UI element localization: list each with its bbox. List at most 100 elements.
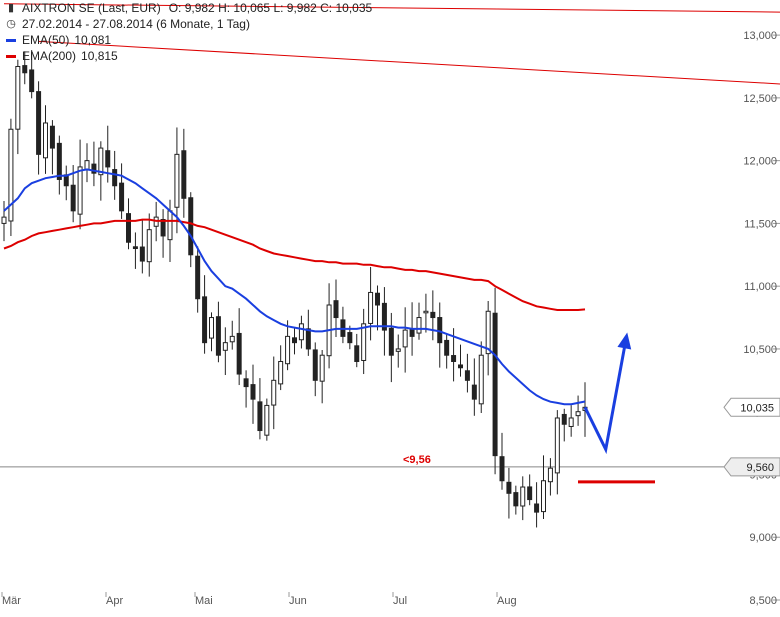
candle-body (451, 355, 457, 362)
candle (22, 51, 28, 85)
candle-body (485, 310, 491, 355)
candle-body (285, 335, 291, 365)
candle-body (575, 411, 581, 417)
forecast-arrow-head (617, 332, 632, 350)
candle (202, 275, 208, 354)
candle-body (167, 210, 173, 241)
instrument-title: AIXTRON SE (Last, EUR) (22, 1, 161, 15)
candle (575, 395, 581, 426)
candle (77, 139, 83, 230)
clock-icon: ◷ (6, 18, 16, 30)
candle-body (423, 310, 429, 314)
candle (174, 127, 180, 234)
candle (506, 467, 512, 519)
candle (271, 356, 277, 430)
candle-body (56, 142, 62, 180)
candle (541, 455, 546, 519)
candle (499, 432, 505, 490)
candle-body (8, 128, 14, 222)
candle (547, 458, 553, 496)
candle-body (278, 360, 284, 385)
candle (160, 209, 166, 258)
chart-legend: ▮ AIXTRON SE (Last, EUR) O: 9,982 H: 10,… (0, 0, 372, 64)
candle (15, 59, 21, 155)
candle (319, 350, 325, 404)
last-price-tag-text: 10,035 (740, 402, 774, 414)
candle-body (112, 169, 118, 187)
candle-body (98, 147, 104, 176)
candle (305, 309, 311, 356)
candle (8, 118, 14, 237)
candle-body (215, 316, 221, 356)
candle-body (430, 311, 436, 319)
candle-body (506, 481, 512, 494)
support-annotation: <9,56 (403, 454, 431, 466)
candle (485, 300, 491, 376)
candle-body (43, 122, 48, 159)
candle-body (347, 332, 353, 344)
candle-body (561, 413, 567, 425)
support-price-tag: 9,560 (723, 457, 780, 477)
candle (91, 141, 97, 187)
candle-body (29, 69, 35, 93)
candle-body (527, 486, 533, 501)
candle-body (547, 467, 553, 483)
ema200-line (3, 218, 586, 311)
candle-body (499, 456, 505, 482)
candle-body (229, 335, 235, 343)
candle-body (209, 317, 214, 339)
ema50-swatch (6, 38, 16, 42)
candle-body (534, 503, 540, 513)
y-tick-label: 10,500 (743, 344, 777, 356)
support-price-tag-box (723, 457, 780, 477)
candle (36, 81, 42, 175)
x-tick-label: Mai (195, 595, 213, 607)
candle (464, 353, 470, 393)
candle-body (139, 246, 145, 262)
x-tick-label: Aug (497, 595, 517, 607)
candle (368, 266, 374, 341)
candle (527, 474, 533, 506)
candle (437, 302, 443, 368)
forecast-arrow-line (583, 336, 628, 455)
candle (229, 320, 235, 350)
date-range: 27.02.2014 - 27.08.2014 (6 Monate, 1 Tag… (22, 17, 250, 31)
candle (243, 370, 249, 408)
candle (471, 358, 477, 416)
candle-body (132, 246, 138, 250)
candle-body (368, 291, 374, 324)
candle-body (298, 323, 304, 341)
candle-body (464, 370, 470, 381)
candle (139, 220, 145, 274)
candle-body (568, 417, 574, 427)
x-tick-label: Apr (106, 595, 123, 607)
candle-body (188, 197, 194, 256)
candle (326, 283, 332, 369)
candle-body (195, 255, 201, 300)
candle (402, 307, 408, 373)
candle-body (458, 364, 463, 369)
candle (361, 308, 367, 375)
candle (416, 302, 422, 340)
candle (354, 333, 360, 368)
candle (513, 485, 519, 515)
candle (492, 287, 498, 475)
candle-body (541, 480, 546, 513)
candle-body (91, 163, 97, 174)
candle (188, 192, 194, 268)
candle-body (319, 354, 325, 382)
candle-body (416, 317, 422, 334)
candle-body (492, 312, 498, 457)
last-price-tag-box (723, 397, 780, 417)
ema50-label: EMA(50) (22, 33, 70, 47)
candle (375, 285, 380, 331)
candle (209, 312, 214, 352)
candle-body (222, 342, 228, 351)
candle (285, 320, 291, 371)
candle (43, 105, 48, 174)
legend-row-ema50: EMA(50) 10,081 (0, 32, 372, 48)
candle (381, 287, 387, 356)
ema50-line (3, 168, 586, 406)
candle (132, 232, 138, 269)
